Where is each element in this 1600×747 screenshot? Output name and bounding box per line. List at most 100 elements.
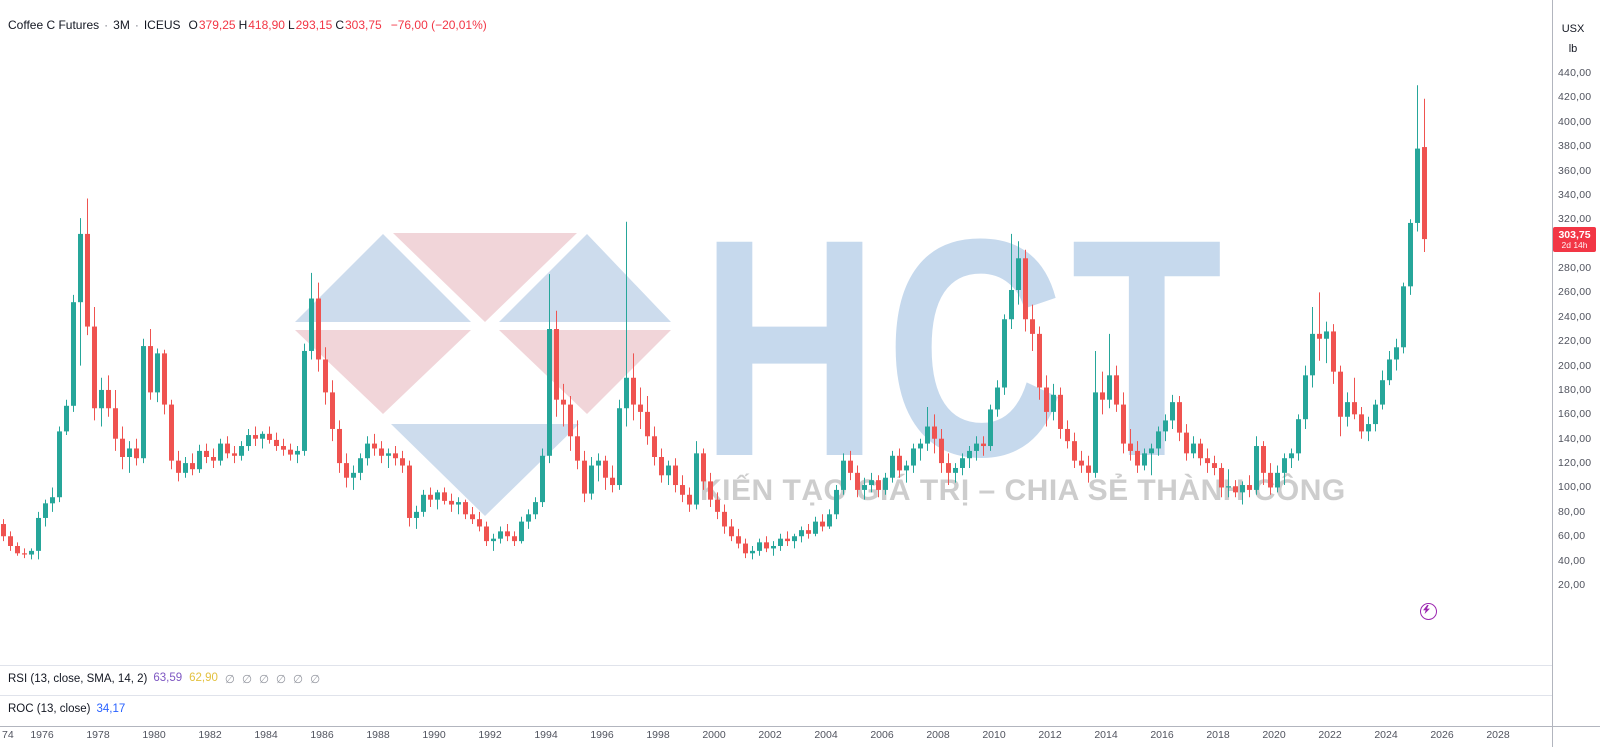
flash-lightning-button[interactable] — [1420, 603, 1437, 620]
price-tick-label: 280,00 — [1558, 262, 1592, 275]
candle-body — [1247, 485, 1252, 490]
indicator-value: 62,90 — [189, 672, 218, 684]
time-tick-label: 1976 — [30, 729, 54, 741]
candle — [190, 453, 195, 476]
candle — [43, 499, 48, 527]
candle-body — [547, 329, 552, 456]
candle — [463, 499, 468, 520]
candle-body — [974, 443, 979, 451]
legend-separator: · — [134, 18, 139, 32]
candle-body — [673, 465, 678, 486]
ohlc-letter: H — [238, 18, 248, 32]
price-tick-label: 40,00 — [1558, 554, 1586, 567]
candle — [484, 521, 489, 546]
candle — [183, 457, 188, 478]
candle — [883, 472, 888, 495]
candle-body — [778, 538, 783, 546]
candle — [372, 433, 377, 456]
candle-body — [302, 350, 307, 451]
candle-body — [897, 455, 902, 471]
indicator-row-rsi[interactable]: RSI (13, close, SMA, 14, 2) 63,59 62,90 ∅ ∅… — [8, 672, 320, 686]
price-axis[interactable]: USX lb 440,00 420,00 400,00 380,00 360,00 340… — [1553, 0, 1600, 726]
candle — [477, 511, 482, 532]
candle — [904, 460, 909, 483]
indicator-rsi-values: 63,59 62,90 ∅ ∅ ∅ ∅ ∅ ∅ — [153, 672, 320, 686]
candle — [176, 450, 181, 482]
candle-body — [351, 472, 356, 478]
time-tick-label: 2024 — [1374, 729, 1398, 741]
candle — [1044, 375, 1049, 427]
time-tick-label: 2026 — [1430, 729, 1454, 741]
candle-body — [1114, 375, 1119, 405]
indicator-value: ∅ — [241, 674, 252, 686]
candle — [946, 453, 951, 486]
candle-body — [99, 389, 104, 409]
candle — [288, 443, 293, 461]
time-tick-label: 1986 — [310, 729, 334, 741]
candle — [498, 526, 503, 544]
candle — [1191, 436, 1196, 459]
time-tick-label: 2020 — [1262, 729, 1286, 741]
candle — [1149, 443, 1154, 476]
candle-body — [71, 302, 76, 406]
time-tick-label: 2004 — [814, 729, 838, 741]
candle-body — [904, 465, 909, 471]
candle — [1100, 371, 1105, 415]
candle — [1240, 481, 1245, 505]
watermark-logo-facet — [393, 233, 577, 322]
candle-body — [484, 526, 489, 542]
candle — [841, 453, 846, 495]
candle — [1408, 219, 1413, 295]
indicator-roc-title[interactable]: ROC (13, close) — [8, 703, 91, 715]
candle — [561, 383, 566, 427]
candle-body — [764, 542, 769, 549]
candle — [617, 399, 622, 490]
candle-body — [939, 438, 944, 464]
candle-body — [1366, 424, 1371, 432]
price-tick-label: 160,00 — [1558, 408, 1592, 421]
candle-body — [120, 438, 125, 457]
candle — [1093, 350, 1098, 478]
candle — [1422, 98, 1427, 253]
candle-body — [505, 531, 510, 537]
candle — [988, 404, 993, 451]
indicator-rsi-title[interactable]: RSI (13, close, SMA, 14, 2) — [8, 673, 148, 685]
candle — [680, 475, 685, 503]
candle-body — [1212, 463, 1217, 468]
watermark-logo-facet — [295, 330, 471, 414]
symbol-name[interactable]: Coffee C Futures — [8, 18, 100, 32]
candle — [589, 457, 594, 500]
candle-body — [253, 435, 258, 439]
candle-body — [1142, 453, 1147, 466]
candle-body — [1310, 333, 1315, 376]
candle — [1282, 453, 1287, 486]
candle-body — [204, 450, 209, 457]
candle-body — [218, 443, 223, 461]
candle-body — [834, 489, 839, 515]
candle — [22, 548, 27, 559]
candle-body — [428, 494, 433, 500]
candle — [1121, 392, 1126, 454]
time-axis[interactable]: 74 1976 1978 1980 1982 1984 1986 1988 1990 1992 19… — [0, 726, 1600, 747]
candle-body — [806, 530, 811, 534]
candle — [1331, 324, 1336, 384]
candle — [799, 526, 804, 543]
candle-body — [799, 530, 804, 537]
candle-body — [1198, 443, 1203, 459]
candle — [547, 274, 552, 464]
candle-body — [932, 426, 937, 439]
candle-body — [722, 511, 727, 527]
time-tick-label: 2002 — [758, 729, 782, 741]
interval-label[interactable]: 3M — [113, 18, 130, 32]
candle — [1009, 233, 1014, 329]
candle — [1205, 448, 1210, 473]
candle — [1261, 441, 1266, 486]
candle — [1163, 414, 1168, 442]
candle-body — [225, 443, 230, 454]
candle — [337, 420, 342, 473]
indicator-row-roc[interactable]: ROC (13, close) 34,17 — [8, 703, 125, 715]
candle-body — [869, 480, 874, 486]
candle-body — [1044, 387, 1049, 412]
